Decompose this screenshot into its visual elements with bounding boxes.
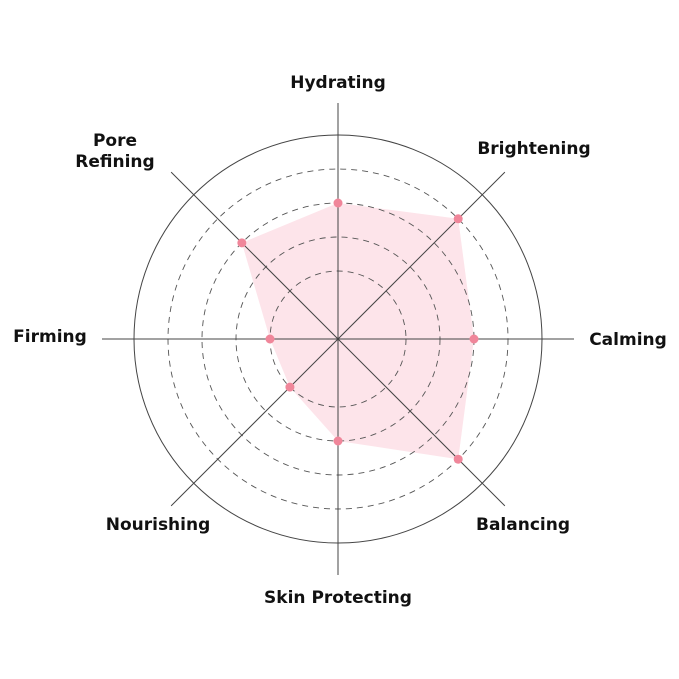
data-point-nourishing (285, 382, 295, 392)
axis-label: Nourishing (106, 515, 211, 535)
axis-line (170, 338, 339, 507)
axis-label: Skin Protecting (264, 588, 412, 608)
data-point-hydrating (333, 198, 343, 208)
data-point-pore-refining (237, 238, 247, 248)
axis-line (170, 171, 339, 340)
data-point-balancing (453, 454, 463, 464)
axis-label: Calming (589, 330, 667, 350)
axis-label: Pore Refining (75, 131, 154, 172)
axis-label: Balancing (476, 515, 570, 535)
data-point-brightening (453, 214, 463, 224)
data-point-calming (469, 334, 479, 344)
data-point-firming (265, 334, 275, 344)
data-point-skin-protecting (333, 436, 343, 446)
axis-label: Brightening (477, 139, 590, 159)
axis-label: Hydrating (290, 73, 386, 93)
axis-line (337, 338, 506, 507)
axis-line (337, 171, 506, 340)
axis-label: Firming (13, 327, 87, 347)
